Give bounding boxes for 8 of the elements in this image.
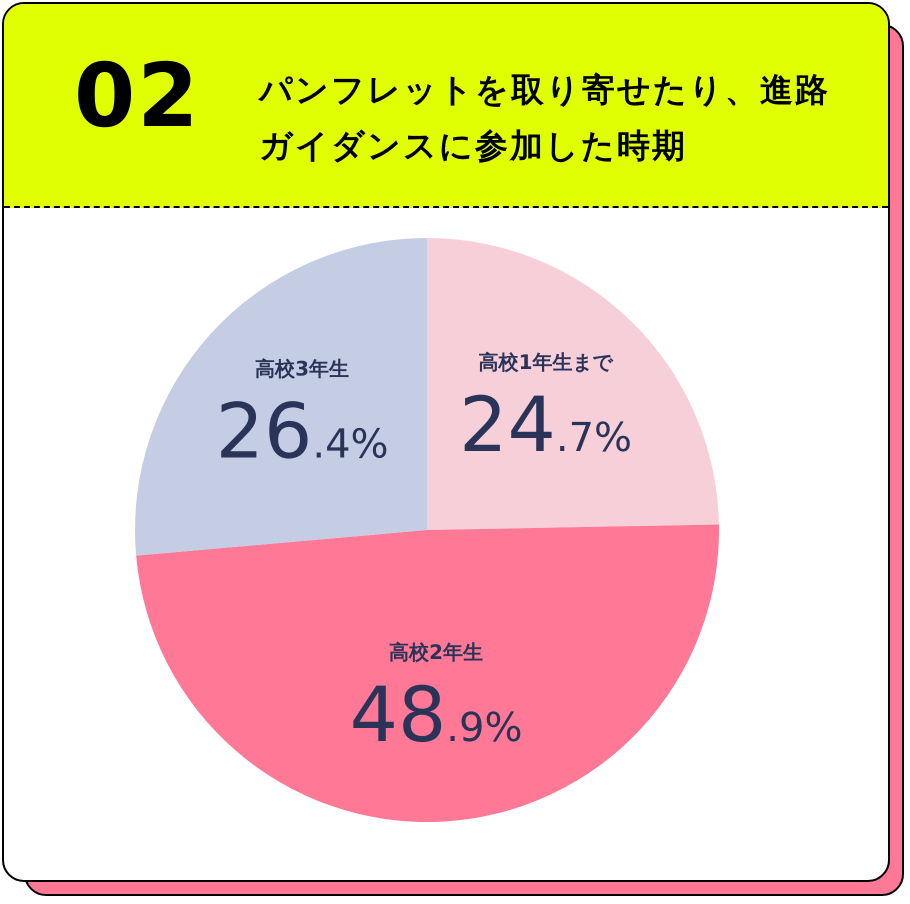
text: 02 xyxy=(74,44,200,147)
slice-label: 高校2年生 xyxy=(389,640,483,664)
slice-label: 高校1年生まで xyxy=(478,350,614,374)
chart-title: パンフレットを取り寄せたり、進路ガイダンスに参加した時期 xyxy=(259,69,831,167)
data-label: 26.4% xyxy=(216,386,389,476)
data-label: 24.7% xyxy=(459,380,632,470)
data-label: 48.9% xyxy=(350,670,522,760)
slice-label: 高校3年生 xyxy=(255,356,350,381)
